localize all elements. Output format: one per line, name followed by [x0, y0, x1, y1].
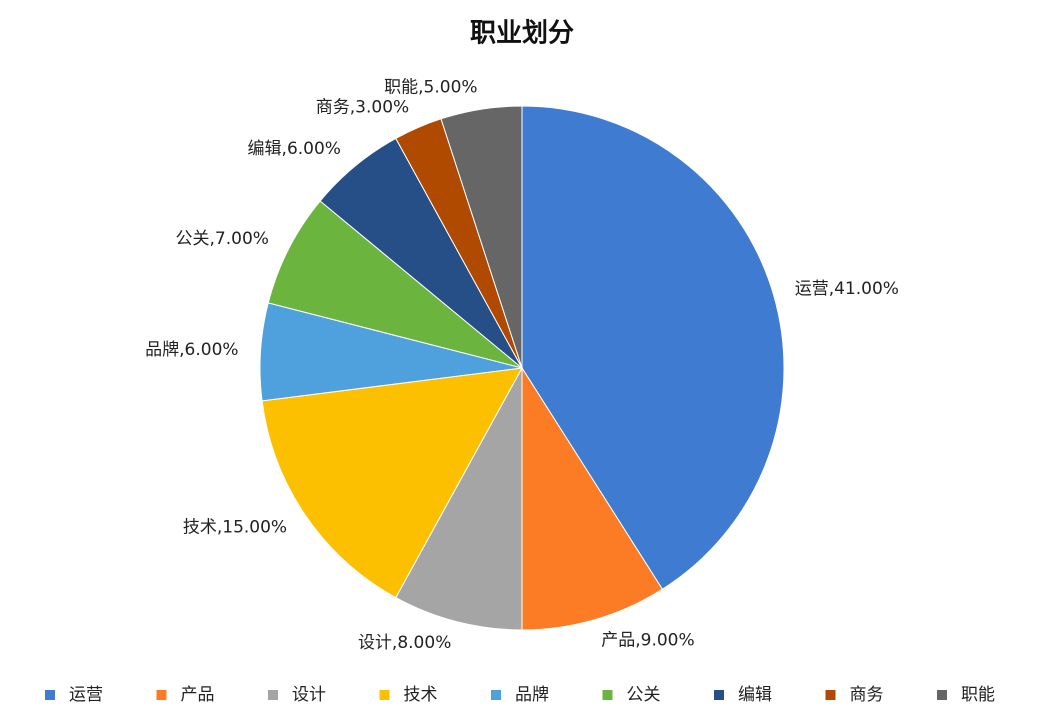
- data-label: 品牌,6.00%: [145, 340, 238, 360]
- pie-slice: [267, 200, 523, 369]
- pie-slice: [521, 105, 785, 590]
- legend-swatch: [268, 690, 278, 700]
- pie-slice: [521, 366, 664, 631]
- legend-swatch: [491, 690, 501, 700]
- legend-swatch: [156, 690, 167, 700]
- legend-label: 商务: [850, 685, 884, 705]
- legend-label: 编辑: [738, 685, 772, 705]
- data-label: 商务,3.00%: [316, 97, 409, 117]
- legend-label: 设计: [292, 685, 326, 705]
- legend-swatch: [602, 690, 613, 700]
- data-label: 编辑,6.00%: [248, 139, 341, 159]
- data-label: 技术,15.00%: [183, 518, 287, 538]
- data-label: 职能,5.00%: [384, 77, 477, 97]
- pie-slice: [440, 105, 523, 369]
- legend-swatch: [714, 690, 724, 700]
- data-label: 运营,41.00%: [795, 279, 899, 299]
- legend-label: 公关: [627, 685, 661, 705]
- legend-swatch: [825, 690, 836, 700]
- pie-slice: [261, 367, 523, 599]
- legend-label: 职能: [961, 685, 995, 705]
- pie-slice: [395, 367, 523, 631]
- legend-swatch: [937, 690, 947, 700]
- chart-title: 职业划分: [470, 19, 574, 49]
- data-label: 公关,7.00%: [176, 229, 269, 249]
- legend-label: 技术: [404, 685, 438, 705]
- legend-swatch: [45, 690, 55, 700]
- legend-label: 品牌: [515, 685, 549, 705]
- data-label: 设计,8.00%: [358, 633, 451, 653]
- legend-label: 产品: [181, 685, 215, 705]
- legend-swatch: [379, 690, 390, 700]
- legend-label: 运营: [69, 685, 103, 705]
- data-label: 产品,9.00%: [601, 631, 694, 651]
